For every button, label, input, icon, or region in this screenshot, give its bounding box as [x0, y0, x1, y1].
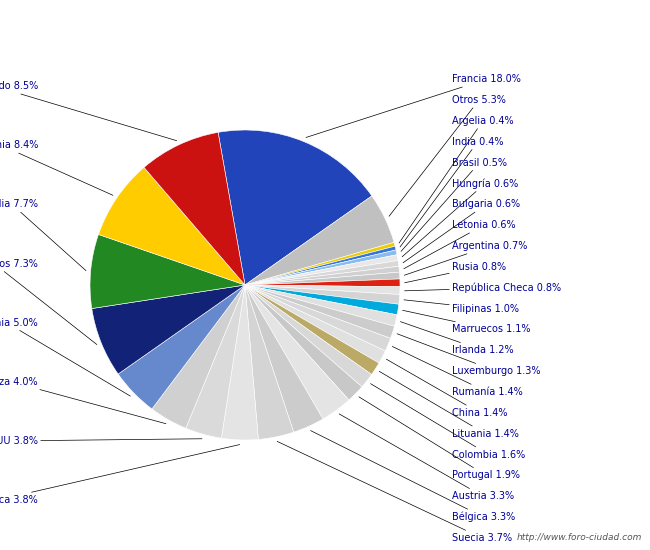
Text: Marruecos 1.1%: Marruecos 1.1%	[402, 310, 530, 334]
Text: Hungría 0.6%: Hungría 0.6%	[402, 178, 518, 257]
Text: Lituania 1.4%: Lituania 1.4%	[380, 371, 519, 439]
Text: Suecia 3.7%: Suecia 3.7%	[277, 442, 512, 543]
Text: Austria 3.3%: Austria 3.3%	[339, 414, 514, 501]
Wedge shape	[245, 285, 400, 304]
Wedge shape	[245, 285, 397, 326]
Text: India 0.4%: India 0.4%	[400, 137, 504, 247]
Wedge shape	[245, 285, 372, 387]
Wedge shape	[245, 285, 391, 351]
Text: Rumanía 1.4%: Rumanía 1.4%	[393, 346, 523, 397]
Wedge shape	[99, 167, 245, 285]
Wedge shape	[245, 285, 323, 432]
Text: Rusia 0.8%: Rusia 0.8%	[405, 262, 506, 283]
Text: Argelia 0.4%: Argelia 0.4%	[399, 116, 514, 243]
Text: Bélgica 3.3%: Bélgica 3.3%	[311, 431, 515, 522]
Text: Colombia 1.6%: Colombia 1.6%	[370, 384, 525, 460]
Text: Brasil 0.5%: Brasil 0.5%	[401, 158, 507, 251]
Wedge shape	[245, 255, 398, 285]
Wedge shape	[245, 285, 399, 315]
Text: Filipinas 1.0%: Filipinas 1.0%	[404, 300, 519, 313]
Wedge shape	[245, 243, 395, 285]
Wedge shape	[245, 279, 400, 287]
Wedge shape	[245, 266, 400, 285]
Wedge shape	[245, 285, 385, 363]
Wedge shape	[245, 285, 395, 338]
Text: Italia 7.7%: Italia 7.7%	[0, 200, 86, 271]
Wedge shape	[245, 250, 397, 285]
Wedge shape	[245, 285, 362, 400]
Text: Otros 5.3%: Otros 5.3%	[389, 95, 506, 216]
Wedge shape	[245, 272, 400, 285]
Wedge shape	[218, 130, 372, 285]
Wedge shape	[245, 285, 400, 295]
Wedge shape	[245, 285, 349, 419]
Text: Luxemburgo 1.3%: Luxemburgo 1.3%	[397, 334, 541, 376]
Text: Portugal 1.9%: Portugal 1.9%	[359, 397, 520, 481]
Text: Sagunto/Sagunt - Turistas extranjeros según país - Abril de 2024: Sagunto/Sagunt - Turistas extranjeros se…	[88, 13, 562, 29]
Wedge shape	[186, 285, 245, 438]
Wedge shape	[245, 285, 294, 439]
Text: http://www.foro-ciudad.com: http://www.foro-ciudad.com	[517, 533, 642, 542]
Wedge shape	[92, 285, 245, 374]
Text: República Checa 0.8%: República Checa 0.8%	[404, 283, 561, 293]
Text: Suiza 4.0%: Suiza 4.0%	[0, 377, 166, 424]
Text: Países Bajos 7.3%: Países Bajos 7.3%	[0, 258, 97, 344]
Text: Letonia 0.6%: Letonia 0.6%	[404, 220, 515, 269]
Wedge shape	[245, 246, 396, 285]
Text: EEUU 3.8%: EEUU 3.8%	[0, 436, 202, 446]
Text: China 1.4%: China 1.4%	[386, 359, 508, 418]
Wedge shape	[118, 285, 245, 409]
Text: Francia 18.0%: Francia 18.0%	[306, 74, 521, 138]
Text: Bulgaria 0.6%: Bulgaria 0.6%	[403, 199, 520, 263]
Text: Argentina 0.7%: Argentina 0.7%	[404, 241, 527, 275]
Wedge shape	[245, 261, 399, 285]
Wedge shape	[245, 285, 379, 375]
Text: Alemania 8.4%: Alemania 8.4%	[0, 140, 113, 195]
Wedge shape	[245, 196, 394, 285]
Wedge shape	[90, 234, 245, 309]
Text: Reino Unido 8.5%: Reino Unido 8.5%	[0, 81, 177, 141]
Wedge shape	[144, 133, 245, 285]
Wedge shape	[152, 285, 245, 428]
Wedge shape	[222, 285, 258, 440]
Text: Dinamarca 3.8%: Dinamarca 3.8%	[0, 444, 240, 505]
Text: Polonia 5.0%: Polonia 5.0%	[0, 318, 131, 396]
Text: Irlanda 1.2%: Irlanda 1.2%	[400, 322, 514, 355]
